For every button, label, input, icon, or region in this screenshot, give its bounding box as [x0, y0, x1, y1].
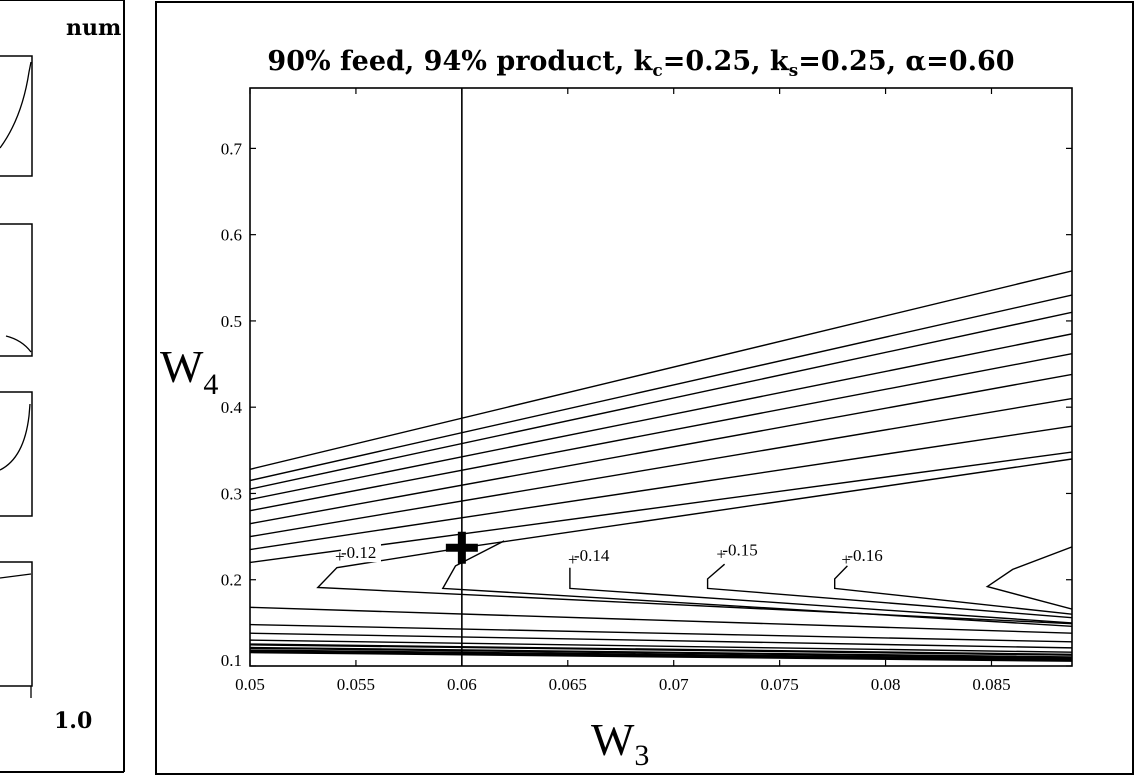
contour-line-upper	[250, 373, 1072, 525]
contour-label-tick: +	[716, 545, 726, 564]
x-tick-label: 0.06	[447, 675, 477, 694]
contour-label-tick: +	[568, 550, 578, 569]
title-prefix: 90% feed, 94% product,	[267, 46, 633, 77]
contour-line-chevron	[706, 563, 1072, 619]
y-tick-label: 0.3	[221, 484, 242, 503]
contour-line-chevron	[316, 458, 1072, 625]
left-subplot-2	[0, 223, 33, 357]
contour-label: -0.15	[722, 541, 757, 560]
y-axis-title-sub: 4	[203, 368, 218, 401]
contour-line-chevron	[834, 565, 1072, 615]
title-ks-subscript: s	[789, 61, 799, 81]
y-tick-label: 0.6	[221, 226, 242, 245]
contour-label: -0.14	[574, 546, 610, 565]
contour-line-lower	[250, 651, 1072, 662]
x-axis-title-sub: 3	[634, 739, 649, 772]
left-subplot-4-curve	[0, 573, 32, 579]
contour-label-background	[722, 540, 763, 560]
contour-label-tick: +	[841, 550, 851, 569]
contour-labels: +-0.12 +-0.14 +-0.15 +-0.16	[335, 540, 888, 569]
contour-label-background	[847, 545, 888, 565]
left-partial-panel: num 1.0	[0, 0, 125, 773]
x-tick-label: 0.05	[235, 675, 265, 694]
left-subplot-2-curve	[5, 335, 32, 353]
left-panel-header: num	[66, 15, 121, 41]
contour-line-upper	[250, 270, 1072, 470]
contour-line-chevron	[569, 567, 1072, 624]
title-alpha: α=0.60	[905, 46, 1014, 77]
plot-axes-box	[249, 87, 1073, 667]
contour-line-upper	[250, 425, 1072, 551]
left-subplot-1	[0, 55, 33, 177]
contour-line-lower	[250, 623, 1072, 643]
chart-title: 90% feed, 94% product, kc=0.25, ks=0.25,…	[267, 46, 1014, 81]
x-axis-title: W3	[591, 714, 649, 772]
contour-line-upper	[250, 397, 1072, 538]
x-tick-label: 0.085	[972, 675, 1010, 694]
contour-line-upper	[250, 451, 1072, 564]
left-subplot-3-curve	[0, 403, 31, 471]
contour-label-tick: +	[335, 547, 345, 566]
y-axis-title: W4	[160, 341, 218, 401]
contour-line-lower	[250, 646, 1072, 659]
left-subplot-3	[0, 391, 33, 517]
title-ks-symbol: k	[770, 46, 790, 77]
left-subplot-4	[0, 561, 33, 687]
title-ks-value: =0.25,	[798, 46, 905, 77]
x-tick-label: 0.065	[549, 675, 587, 694]
left-panel-x-tick-label: 1.0	[54, 708, 92, 734]
x-tick-label: 0.08	[871, 675, 901, 694]
contour-label-background	[574, 545, 615, 565]
y-tick-label: 0.4	[221, 398, 243, 417]
x-axis-ticks: 0.05 0.055 0.06 0.065 0.07 0.075 0.08 0.085	[235, 88, 1011, 694]
contour-line-upper	[250, 353, 1072, 512]
plot-overlays	[445, 88, 478, 666]
contour-line-upper	[250, 333, 1072, 501]
contour-plot-area: 0.05 0.055 0.06 0.065 0.07 0.075 0.08 0.085 0.1…	[221, 87, 1073, 694]
contour-line-chevron	[985, 546, 1072, 610]
y-tick-label: 0.1	[221, 651, 242, 670]
main-panel-frame	[155, 1, 1134, 775]
contour-line-lower	[250, 632, 1072, 649]
contour-line-lower	[250, 606, 1072, 634]
contour-line-chevron	[441, 540, 1072, 627]
y-axis-title-main: W	[160, 341, 204, 392]
x-tick-label: 0.055	[337, 675, 375, 694]
y-tick-label: 0.5	[221, 312, 242, 331]
contour-line-lower	[250, 643, 1072, 656]
title-kc-value: =0.25,	[663, 46, 770, 77]
contour-label-background	[340, 543, 381, 563]
contour-line-upper	[250, 311, 1072, 490]
x-tick-label: 0.07	[659, 675, 689, 694]
x-axis-title-main: W	[591, 714, 635, 765]
y-axis-ticks: 0.1 0.2 0.3 0.4 0.5 0.6 0.7	[221, 139, 1072, 670]
y-tick-label: 0.7	[221, 139, 243, 158]
y-tick-label: 0.2	[221, 571, 242, 590]
x-tick-label: 0.075	[761, 675, 799, 694]
title-kc-symbol: k	[634, 46, 654, 77]
contour-line-lower	[250, 649, 1072, 661]
left-subplot-1-curve	[0, 61, 32, 149]
contour-line-upper	[250, 294, 1072, 482]
contour-label: -0.12	[341, 543, 376, 562]
contour-lines	[250, 270, 1072, 662]
contour-label: -0.16	[847, 546, 882, 565]
title-kc-subscript: c	[652, 61, 662, 81]
contour-line-lower	[250, 639, 1072, 653]
